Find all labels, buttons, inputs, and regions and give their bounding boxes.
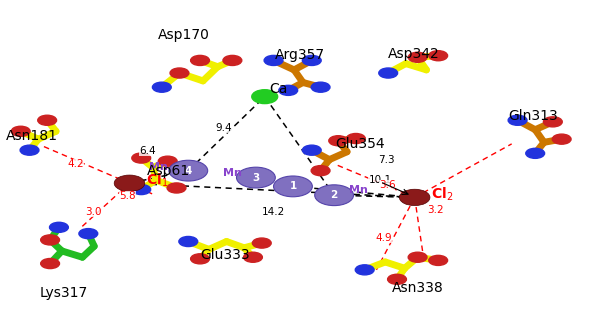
Text: Gln313: Gln313 [509, 109, 559, 123]
Circle shape [279, 85, 298, 95]
Text: 14.2: 14.2 [262, 207, 285, 217]
Circle shape [114, 175, 145, 191]
Circle shape [388, 274, 406, 284]
Circle shape [244, 252, 262, 262]
Circle shape [158, 156, 177, 166]
Circle shape [544, 117, 562, 127]
Text: Mn: Mn [349, 185, 368, 195]
Circle shape [508, 115, 527, 125]
Circle shape [379, 68, 398, 78]
Text: 3.0: 3.0 [85, 207, 101, 217]
Circle shape [191, 254, 209, 264]
Circle shape [526, 148, 545, 158]
Circle shape [552, 134, 571, 144]
Circle shape [253, 238, 271, 248]
Circle shape [79, 228, 98, 239]
Circle shape [236, 167, 275, 188]
Text: 4: 4 [185, 165, 192, 176]
Circle shape [408, 252, 427, 262]
Circle shape [170, 68, 189, 78]
Text: 3: 3 [252, 173, 260, 183]
Text: Ca: Ca [269, 82, 287, 96]
Circle shape [223, 55, 242, 65]
Circle shape [191, 55, 209, 65]
Text: Cl$_1$: Cl$_1$ [146, 172, 168, 189]
Circle shape [169, 160, 208, 181]
Text: 7.3: 7.3 [378, 155, 395, 165]
Circle shape [311, 82, 330, 92]
Circle shape [11, 126, 30, 136]
Circle shape [302, 145, 321, 155]
Circle shape [50, 222, 68, 232]
Text: Lys317: Lys317 [40, 286, 88, 300]
Text: Glu333: Glu333 [200, 248, 250, 262]
Circle shape [346, 133, 365, 144]
Text: 9.4: 9.4 [215, 123, 232, 133]
Text: Asn181: Asn181 [6, 129, 58, 143]
Text: 10.1: 10.1 [368, 175, 392, 185]
Circle shape [252, 90, 278, 104]
Circle shape [41, 235, 59, 245]
Circle shape [152, 82, 171, 92]
Text: 3.6: 3.6 [379, 180, 395, 190]
Text: 4.9: 4.9 [376, 233, 392, 243]
Text: Mn: Mn [149, 162, 169, 173]
Text: 4.2: 4.2 [67, 159, 83, 170]
Text: Mn: Mn [223, 168, 242, 178]
Text: 3.2: 3.2 [427, 205, 443, 215]
Circle shape [179, 237, 197, 247]
Text: Asp342: Asp342 [388, 47, 440, 61]
Circle shape [264, 55, 283, 65]
Circle shape [274, 176, 313, 197]
Text: 6.4: 6.4 [139, 146, 155, 156]
Circle shape [132, 185, 151, 195]
Circle shape [38, 115, 56, 125]
Circle shape [167, 183, 186, 193]
Circle shape [355, 265, 374, 275]
Circle shape [132, 153, 151, 163]
Text: 1: 1 [289, 181, 296, 191]
Circle shape [400, 189, 430, 206]
Text: Asn338: Asn338 [392, 281, 444, 295]
Circle shape [20, 145, 39, 155]
Circle shape [311, 165, 330, 176]
Text: Arg357: Arg357 [275, 48, 325, 62]
Circle shape [429, 255, 448, 265]
Text: Asp170: Asp170 [158, 28, 209, 42]
Text: 5.8: 5.8 [119, 192, 136, 201]
Text: 2: 2 [331, 190, 338, 200]
Circle shape [429, 51, 448, 61]
Circle shape [408, 52, 427, 62]
Circle shape [41, 259, 59, 269]
Circle shape [302, 55, 321, 65]
Text: Asp61: Asp61 [147, 164, 190, 178]
Text: Glu354: Glu354 [335, 137, 385, 151]
Circle shape [329, 136, 347, 146]
Circle shape [315, 185, 353, 206]
Text: Cl$_2$: Cl$_2$ [431, 186, 454, 203]
